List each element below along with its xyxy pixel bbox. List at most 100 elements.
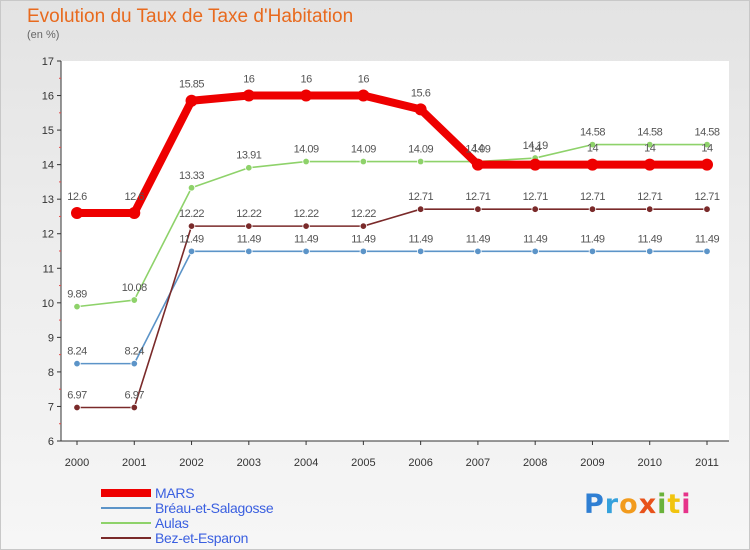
data-point-aulas: [187, 184, 196, 192]
data-label-bez-et-esparon: 12.22: [179, 208, 204, 220]
data-point-bez-et-esparon: [130, 403, 138, 412]
series-line-bez-et-esparon: [76, 208, 708, 409]
data-label-aulas: 13.91: [236, 150, 261, 162]
y-tick-label: 9: [48, 332, 54, 344]
x-tick-label: 2002: [179, 457, 203, 469]
y-tick-label: 16: [42, 91, 54, 103]
data-label-mars: 16: [358, 74, 370, 86]
data-label-aulas: 10.08: [122, 282, 147, 294]
x-tick-label: 2006: [408, 457, 432, 469]
data-point-breau-et-salagosse: [703, 247, 711, 256]
data-label-aulas: 14.58: [580, 127, 605, 139]
data-point-mars: [471, 158, 484, 171]
x-tick-label: 2009: [580, 457, 604, 469]
data-label-mars: 14: [701, 143, 713, 155]
y-tick-label: 17: [42, 56, 54, 68]
data-point-breau-et-salagosse: [302, 247, 310, 256]
y-tick-label: 6: [48, 436, 54, 448]
data-point-mars: [701, 158, 713, 171]
y-tick-label: 8: [48, 367, 54, 379]
data-point-mars: [643, 158, 656, 171]
legend: MARS Bréau-et-Salagosse Aulas Bez-et-Esp…: [101, 485, 331, 546]
data-label-breau-et-salagosse: 8.24: [125, 346, 145, 358]
data-label-aulas: 14.58: [694, 127, 719, 139]
series-line-mars: [73, 91, 711, 217]
y-tick-label: 12: [42, 229, 54, 241]
legend-item-bez-et-esparon: Bez-et-Esparon: [101, 530, 331, 546]
data-point-mars: [586, 158, 599, 171]
data-point-mars: [71, 207, 83, 219]
data-point-breau-et-salagosse: [416, 247, 425, 256]
data-label-layer: 8.24 8.24 11.49 11.49 11.49 11.49 11.49 11.49 11…: [67, 74, 720, 402]
y-tick-label: 13: [42, 194, 54, 206]
legend-label-bez-et-esparon: Bez-et-Esparon: [155, 530, 249, 546]
x-tick-label: 2001: [122, 457, 146, 469]
data-label-breau-et-salagosse: 11.49: [409, 233, 434, 245]
data-point-bez-et-esparon: [245, 222, 253, 230]
data-label-mars: 12.6: [125, 191, 145, 203]
data-label-bez-et-esparon: 12.71: [580, 191, 605, 203]
series-line-aulas: [76, 143, 708, 308]
logo-letter: o: [619, 489, 639, 520]
data-point-mars: [185, 94, 198, 107]
data-point-aulas: [646, 140, 654, 149]
data-point-bez-et-esparon: [187, 222, 196, 230]
data-label-bez-et-esparon: 12.71: [465, 191, 490, 203]
y-tick-label: 14: [42, 160, 54, 172]
data-point-bez-et-esparon: [416, 205, 425, 213]
x-tick-label: 2004: [294, 457, 318, 469]
chart-axes: 6 7 8 9 10 11 12 13 14 15 16 17 2000 2001 2002 2003 2004…: [42, 56, 729, 469]
data-label-aulas: 14.19: [523, 140, 548, 152]
data-point-aulas: [130, 296, 138, 304]
data-point-mars: [300, 89, 313, 102]
data-point-mars: [529, 158, 542, 171]
data-point-bez-et-esparon: [359, 222, 368, 230]
data-point-mars: [242, 89, 255, 102]
data-label-mars: 14: [587, 143, 599, 155]
data-point-bez-et-esparon: [703, 205, 711, 213]
data-label-breau-et-salagosse: 11.49: [695, 233, 720, 245]
proxiti-logo: Proxiti: [584, 489, 692, 520]
data-label-aulas: 14.09: [294, 144, 319, 156]
legend-item-mars: MARS: [101, 485, 331, 501]
legend-label-breau-et-salagosse: Bréau-et-Salagosse: [155, 500, 274, 516]
logo-letter: r: [604, 489, 620, 520]
data-label-breau-et-salagosse: 8.24: [67, 346, 87, 358]
x-tick-label: 2005: [351, 457, 375, 469]
data-label-mars: 16: [243, 74, 255, 86]
data-label-breau-et-salagosse: 11.49: [294, 233, 319, 245]
data-point-aulas: [588, 140, 597, 149]
logo-letter: i: [657, 489, 668, 520]
x-tick-label: 2000: [65, 457, 89, 469]
legend-label-aulas: Aulas: [155, 515, 189, 531]
legend-label-mars: MARS: [155, 485, 195, 501]
data-label-aulas: 9.89: [67, 289, 87, 301]
data-point-bez-et-esparon: [531, 205, 539, 213]
data-point-aulas: [73, 302, 81, 311]
data-label-bez-et-esparon: 12.22: [236, 208, 261, 220]
legend-item-breau-et-salagosse: Bréau-et-Salagosse: [101, 500, 331, 516]
legend-swatch-breau-et-salagosse: [101, 507, 151, 509]
logo-letter: t: [667, 489, 682, 520]
series-line-breau-et-salagosse: [76, 250, 708, 365]
data-label-mars: 12.6: [67, 191, 87, 203]
x-tick-label: 2010: [637, 457, 661, 469]
data-label-breau-et-salagosse: 11.49: [638, 233, 663, 245]
logo-letter: x: [638, 489, 658, 520]
y-tick-label: 7: [48, 401, 54, 413]
data-point-aulas: [703, 140, 711, 149]
x-tick-label: 2007: [466, 457, 490, 469]
data-point-aulas: [416, 157, 425, 166]
x-tick-label: 2003: [237, 457, 261, 469]
data-point-mars: [357, 89, 370, 102]
data-point-breau-et-salagosse: [646, 247, 654, 256]
data-label-aulas: 14.09: [408, 144, 433, 156]
data-point-bez-et-esparon: [474, 205, 482, 213]
data-label-mars: 14: [472, 143, 484, 155]
data-point-aulas: [245, 164, 253, 172]
legend-item-aulas: Aulas: [101, 515, 331, 531]
data-label-breau-et-salagosse: 11.49: [580, 233, 605, 245]
data-point-breau-et-salagosse: [359, 247, 368, 256]
data-label-bez-et-esparon: 12.22: [351, 208, 376, 220]
